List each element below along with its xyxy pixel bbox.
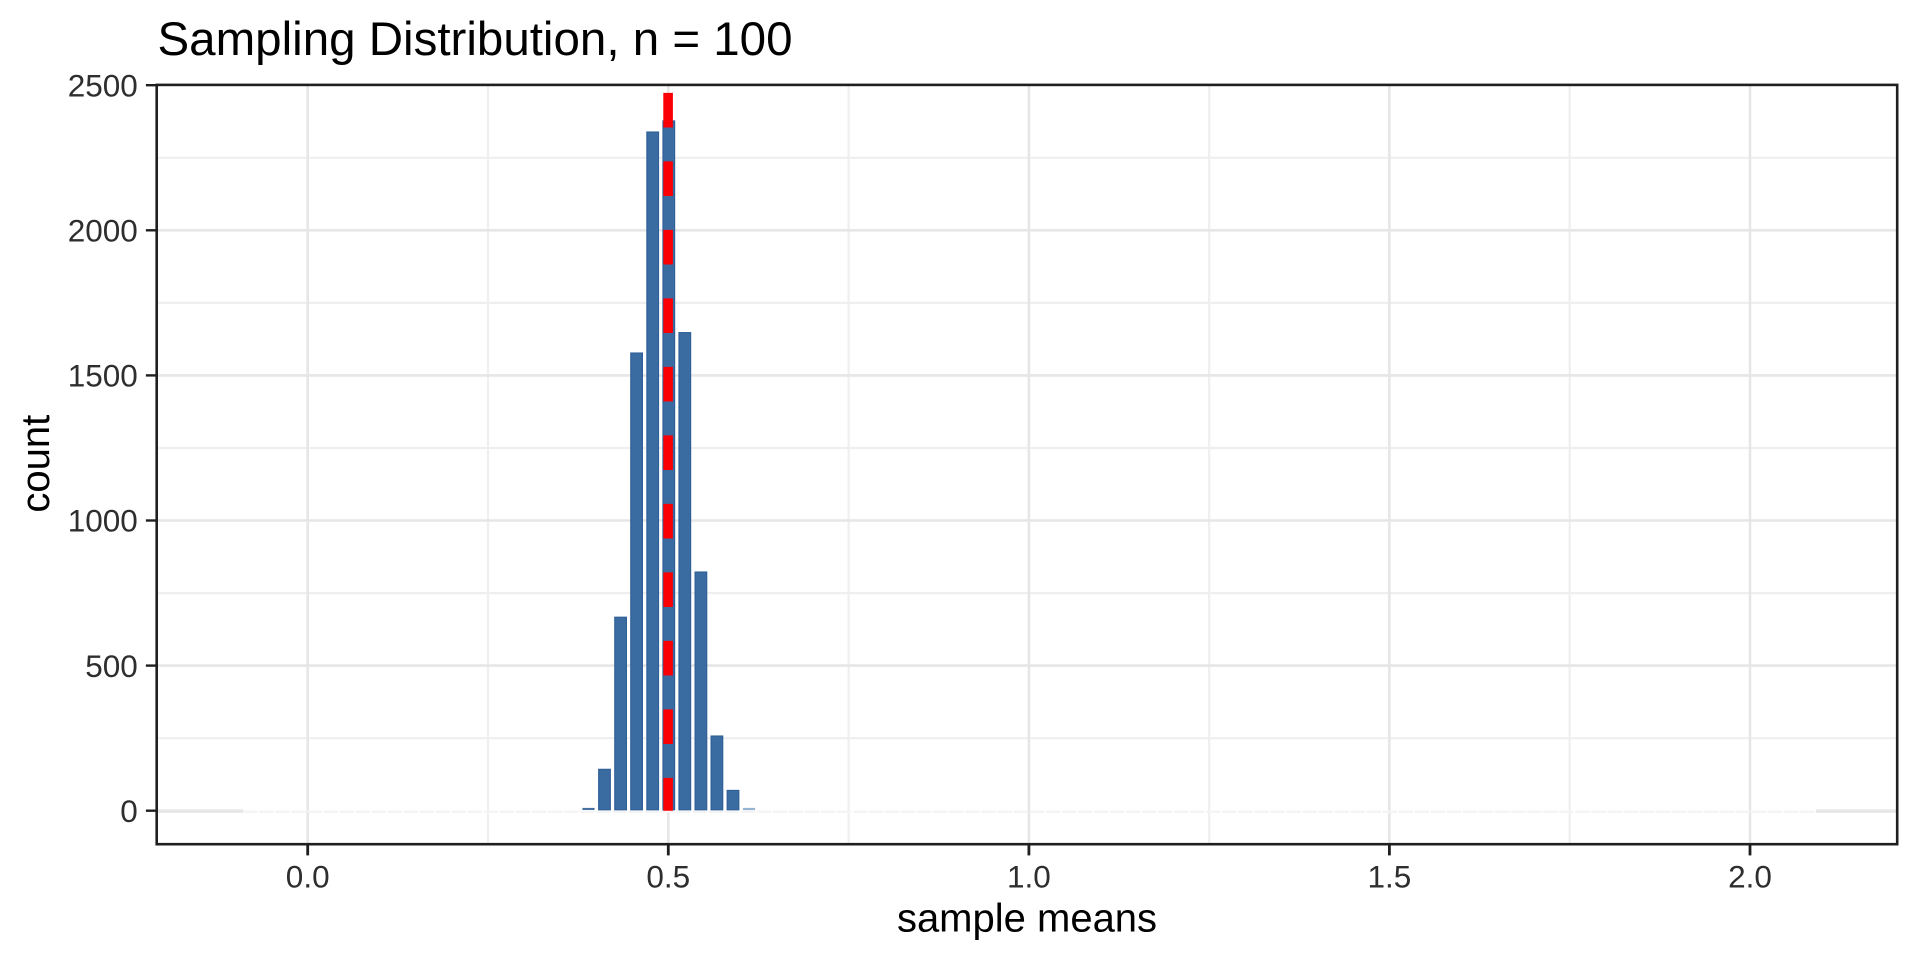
svg-text:count: count [14, 415, 58, 513]
svg-text:sample means: sample means [897, 897, 1157, 941]
svg-text:1.5: 1.5 [1368, 859, 1412, 895]
svg-text:Sampling Distribution, n = 100: Sampling Distribution, n = 100 [158, 13, 793, 66]
svg-text:0: 0 [120, 793, 138, 829]
svg-text:0.5: 0.5 [646, 859, 690, 895]
svg-text:2000: 2000 [68, 213, 138, 249]
svg-text:2500: 2500 [68, 67, 138, 103]
svg-text:1500: 1500 [68, 358, 138, 394]
svg-text:1.0: 1.0 [1007, 859, 1051, 895]
svg-text:1000: 1000 [68, 503, 138, 539]
svg-text:500: 500 [85, 648, 138, 684]
svg-text:2.0: 2.0 [1728, 859, 1772, 895]
svg-text:0.0: 0.0 [286, 859, 330, 895]
